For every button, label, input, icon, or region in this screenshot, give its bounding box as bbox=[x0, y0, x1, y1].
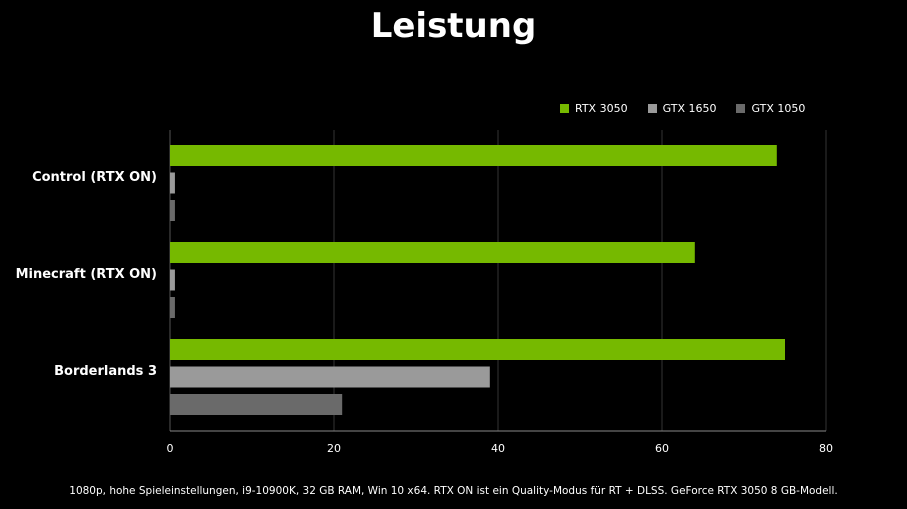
legend-label: RTX 3050 bbox=[575, 102, 628, 115]
footnote: 1080p, hohe Spieleinstellungen, i9-10900… bbox=[69, 485, 838, 497]
category-label: Borderlands 3 bbox=[54, 364, 157, 380]
x-tick-label: 80 bbox=[819, 442, 833, 455]
legend-item: GTX 1050 bbox=[736, 102, 805, 115]
legend-swatch bbox=[560, 104, 569, 113]
bar-rtx-3050 bbox=[170, 339, 785, 360]
bar-rtx-3050 bbox=[170, 145, 777, 166]
x-tick-label: 20 bbox=[327, 442, 341, 455]
x-tick-label: 0 bbox=[167, 442, 174, 455]
bar-gtx-1650 bbox=[170, 172, 175, 194]
legend-swatch bbox=[647, 104, 657, 113]
chart-title: Leistung bbox=[370, 6, 537, 46]
category-label: Control (RTX ON) bbox=[32, 170, 157, 186]
bar-gtx-1050 bbox=[170, 394, 343, 415]
x-tick-label: 60 bbox=[655, 442, 669, 455]
legend-item: RTX 3050 bbox=[560, 102, 628, 115]
legend-label: GTX 1050 bbox=[751, 102, 806, 115]
legend-item: GTX 1650 bbox=[647, 102, 717, 115]
legend-label: GTX 1650 bbox=[662, 102, 717, 115]
x-tick-label: 40 bbox=[491, 442, 505, 455]
bar-gtx-1650 bbox=[170, 366, 490, 388]
bar-gtx-1050 bbox=[170, 200, 175, 221]
category-label: Minecraft (RTX ON) bbox=[15, 267, 157, 283]
bar-gtx-1050 bbox=[170, 297, 175, 318]
bar-rtx-3050 bbox=[170, 242, 695, 263]
legend-swatch bbox=[736, 104, 746, 113]
bar-gtx-1650 bbox=[170, 269, 175, 291]
legend: RTX 3050 GTX 1650 GTX 1050 bbox=[560, 102, 805, 115]
